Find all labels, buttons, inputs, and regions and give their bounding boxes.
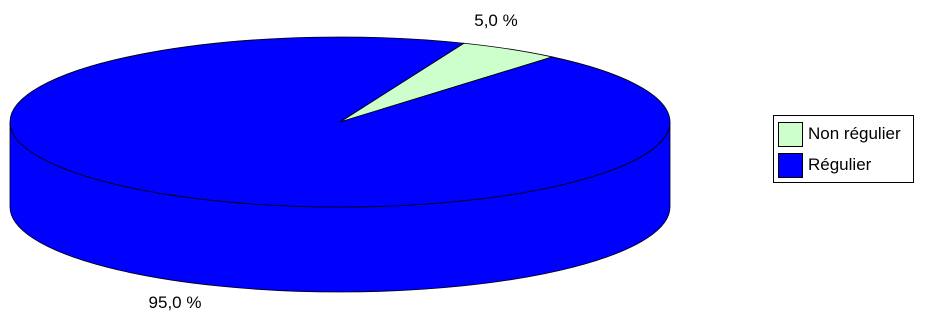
legend-swatch-regulier: [778, 152, 803, 178]
slice-label-non-regulier: 5,0 %: [474, 11, 517, 30]
legend: Non régulier Régulier: [773, 115, 914, 183]
legend-item-regulier: Régulier: [778, 152, 871, 178]
legend-item-non-regulier: Non régulier: [778, 121, 901, 147]
pie-slice-regulier: [9, 36, 671, 208]
legend-label-regulier: Régulier: [808, 155, 872, 174]
legend-label-non-regulier: Non régulier: [808, 124, 901, 143]
slice-label-regulier: 95,0 %: [149, 293, 202, 312]
legend-swatch-non-regulier: [778, 121, 803, 147]
pie-top-group: [9, 36, 671, 208]
